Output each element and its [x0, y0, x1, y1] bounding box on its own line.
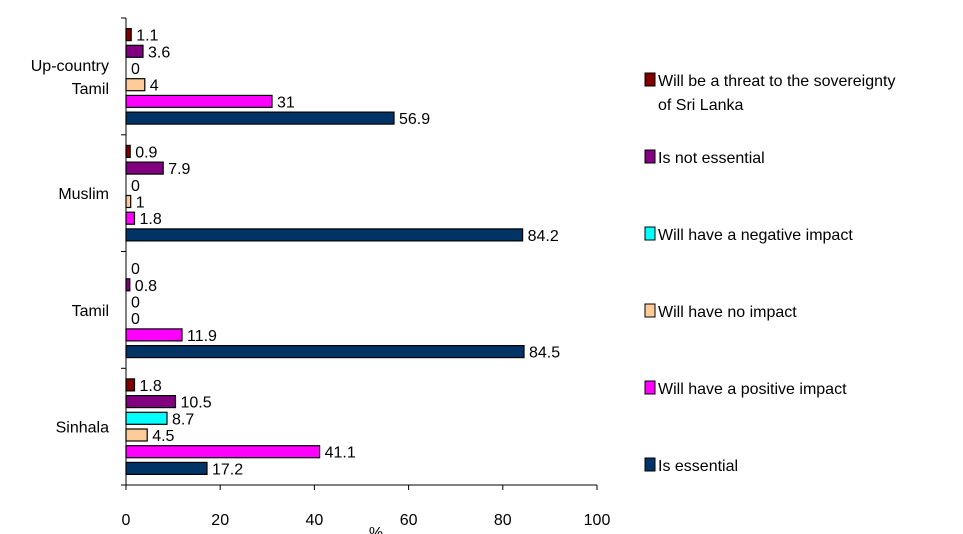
data-label: 0 [131, 261, 140, 278]
legend-swatch [644, 149, 656, 164]
bar [125, 161, 164, 175]
data-label: 31 [277, 94, 295, 111]
plot-area: 1.13.6043156.9Up-countryTamil0.97.9011.8… [31, 17, 611, 534]
bar [125, 345, 525, 359]
data-label: 1 [136, 195, 145, 212]
legend-label: Will have no impact [658, 304, 797, 321]
data-label: 0.8 [135, 278, 157, 295]
data-label: 0 [131, 61, 140, 78]
data-label: 11.9 [187, 328, 217, 345]
data-label: 4.5 [152, 428, 174, 445]
data-label: 0 [131, 295, 140, 312]
bar [125, 211, 136, 225]
legend-label: Will have a negative impact [658, 227, 853, 244]
data-label: 1.8 [140, 211, 162, 228]
bar [125, 278, 131, 292]
legend-label: of Sri Lanka [658, 97, 743, 114]
y-tick-label: Sinhala [56, 420, 109, 437]
x-tick-label: 40 [306, 512, 324, 529]
bar [125, 445, 321, 459]
x-tick-label: 100 [584, 512, 611, 529]
legend: Will be a threat to the sovereignty of Sr… [644, 72, 895, 475]
data-label: 10.5 [181, 395, 212, 412]
data-label: 17.2 [212, 461, 243, 478]
x-tick-label: 0 [122, 512, 131, 529]
data-label: 84.2 [528, 228, 559, 245]
bar [125, 228, 524, 242]
legend-swatch [644, 226, 656, 241]
bar [125, 28, 132, 42]
legend-swatch [644, 457, 656, 472]
legend-swatch [644, 303, 656, 318]
bar [125, 78, 146, 92]
bar [125, 94, 273, 109]
data-label: 84.5 [529, 345, 560, 362]
bar [125, 328, 183, 342]
data-label: 1.8 [140, 378, 162, 395]
bar [125, 144, 131, 158]
legend-label: Is essential [658, 458, 738, 475]
data-label: 4 [150, 78, 159, 95]
data-label: 0.9 [135, 144, 157, 161]
x-tick-label: 60 [400, 512, 418, 529]
data-label: 41.1 [325, 445, 356, 462]
bar [125, 44, 144, 58]
bar [125, 395, 177, 409]
data-label: 8.7 [172, 411, 194, 428]
x-tick-label: 80 [494, 512, 512, 529]
legend-swatch [644, 380, 656, 395]
y-tick-label: Up-country [31, 58, 109, 75]
bar [125, 461, 208, 475]
data-label: 1.1 [136, 28, 158, 45]
x-tick-label: 20 [211, 512, 229, 529]
data-label: 0 [131, 178, 140, 195]
y-tick-label: Tamil [72, 303, 109, 320]
data-label: 56.9 [399, 111, 430, 128]
legend-label: Will have a positive impact [658, 381, 847, 398]
bar [125, 428, 148, 442]
x-axis-label: % [369, 525, 383, 534]
legend-swatch [644, 72, 656, 87]
y-tick-label: Tamil [72, 81, 109, 98]
bar [125, 378, 136, 392]
bar [125, 411, 168, 425]
legend-label: Is not essential [658, 150, 765, 167]
data-label: 3.6 [148, 44, 170, 61]
data-label: 0 [131, 311, 140, 328]
bar [125, 194, 132, 209]
y-tick-label: Muslim [58, 186, 109, 203]
legend-label: Will be a threat to the sovereignty [658, 73, 895, 90]
bar [125, 111, 395, 125]
data-label: 7.9 [168, 161, 190, 178]
